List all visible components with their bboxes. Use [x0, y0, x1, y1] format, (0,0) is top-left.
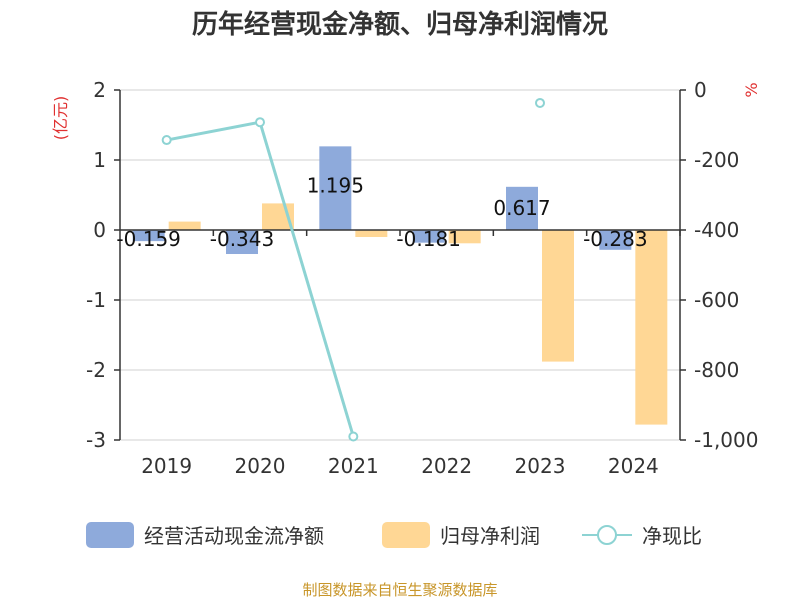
legend-marker-ratio: [597, 525, 617, 545]
x-tick-label: 2021: [328, 454, 379, 478]
x-tick-label: 2019: [141, 454, 192, 478]
bar-cashflow: [506, 186, 538, 230]
ratio-point: [255, 117, 265, 128]
ratio-point: [161, 135, 172, 146]
legend-swatch-profit: [382, 522, 430, 548]
axes: [114, 89, 686, 441]
grid: [120, 89, 680, 441]
data-label: -0.283: [583, 227, 647, 251]
legend-label-ratio: 净现比: [642, 524, 702, 548]
data-label: 1.195: [307, 173, 364, 197]
bar-profit: [448, 230, 481, 244]
left-axis-label: (亿元): [51, 96, 70, 141]
data-label: 0.617: [493, 196, 550, 220]
right-tick-label: -800: [694, 358, 739, 382]
ratio-point: [348, 431, 359, 442]
bar-profit: [542, 230, 574, 362]
x-tick-label: 2023: [515, 454, 566, 478]
bar-cashflow: [319, 146, 352, 230]
bar-profit: [355, 230, 388, 237]
bar-profit: [168, 221, 201, 230]
data-label: -0.181: [396, 227, 460, 251]
x-tick-label: 2024: [608, 454, 659, 478]
legend-swatch-cashflow: [86, 522, 134, 548]
chart-title: 历年经营现金净额、归母净利润情况: [192, 9, 608, 40]
ratio-point: [535, 97, 545, 108]
source-note: 制图数据来自恒生聚源数据库: [302, 581, 497, 599]
bar-cashflow: [226, 230, 258, 255]
data-labels: -0.159 -0.343 1.195 -0.181 0.617 -0.283: [116, 173, 647, 251]
right-tick-label: -600: [694, 288, 739, 312]
left-tick-label: -3: [86, 428, 106, 452]
bar-cashflow: [132, 230, 165, 242]
right-tick-label: -200: [694, 148, 739, 172]
ratio-line: [161, 97, 545, 442]
bar-cashflow: [412, 230, 445, 243]
tick-labels: 2 1 0 -1 -2 -3 0 -200 -400 -600 -800 -1,000 2019 2020…: [86, 78, 758, 478]
data-label: -0.343: [210, 227, 274, 251]
right-tick-label: -1,000: [694, 428, 758, 452]
legend-label-cashflow: 经营活动现金流净额: [144, 524, 324, 548]
left-tick-label: -2: [86, 358, 106, 382]
left-tick-label: -1: [86, 288, 106, 312]
legend-label-profit: 归母净利润: [440, 524, 540, 548]
left-tick-label: 0: [93, 218, 106, 242]
right-tick-label: 0: [694, 78, 707, 102]
bars: [132, 146, 668, 425]
data-label: -0.159: [116, 227, 180, 251]
right-axis-label: %: [742, 82, 761, 97]
right-tick-label: -400: [694, 218, 739, 242]
bar-cashflow: [599, 230, 632, 250]
x-tick-label: 2020: [235, 454, 286, 478]
x-tick-label: 2022: [421, 454, 472, 478]
legend: 经营活动现金流净额 归母净利润 净现比: [86, 522, 702, 548]
left-tick-label: 2: [93, 78, 106, 102]
bar-profit: [635, 230, 668, 425]
left-tick-label: 1: [93, 148, 106, 172]
